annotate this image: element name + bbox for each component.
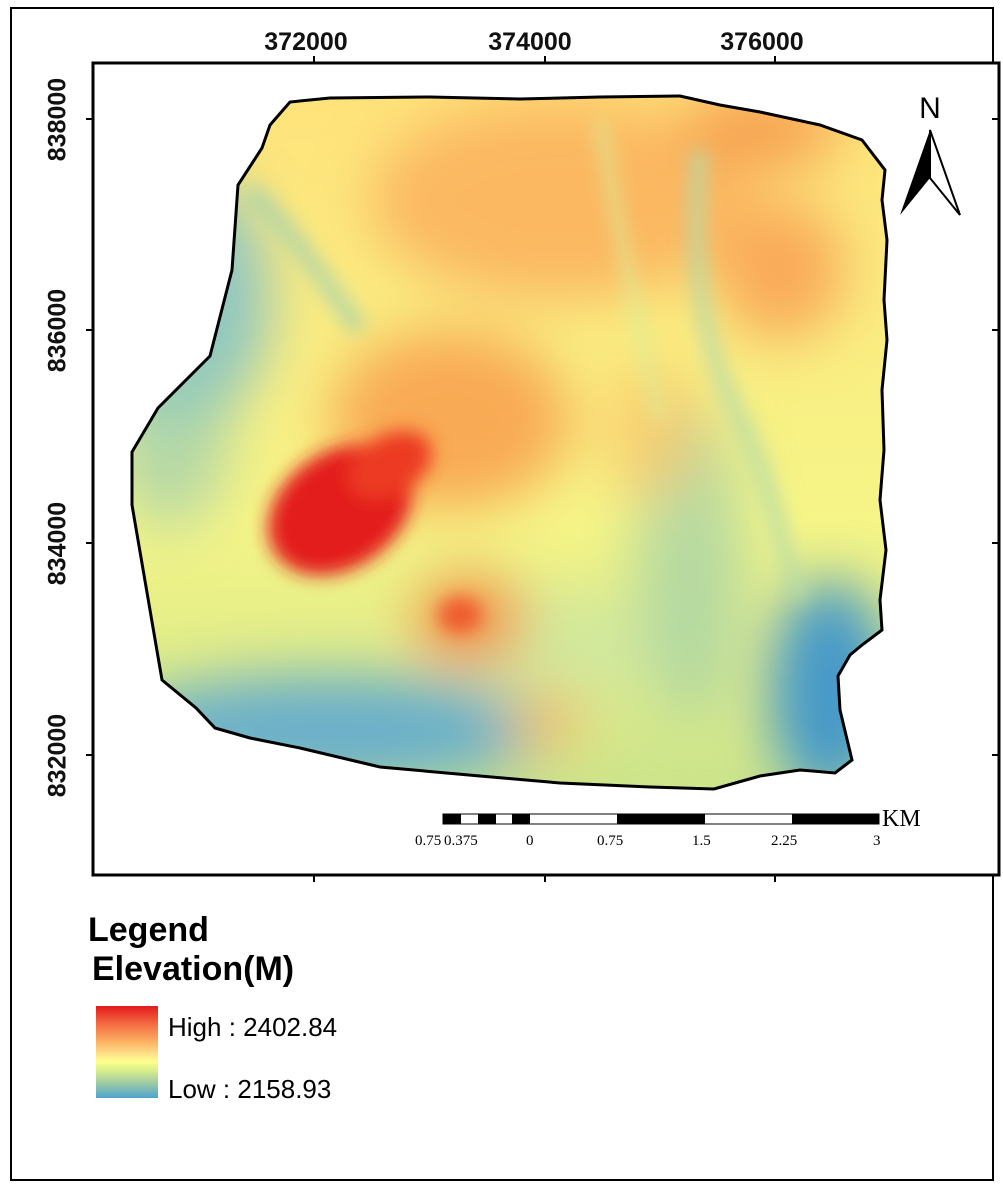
scale-label: 0.75 xyxy=(597,833,623,849)
legend-title: Legend xyxy=(88,911,209,949)
scale-label: 0.75 xyxy=(415,833,441,849)
legend-low-label: Low : 2158.93 xyxy=(168,1074,332,1104)
y-tick-label: 838000 xyxy=(43,77,72,162)
y-tick-label: 832000 xyxy=(43,713,72,798)
scale-label: 0.375 xyxy=(444,833,478,849)
terrain-surface xyxy=(132,96,887,789)
scale-bar xyxy=(442,813,880,825)
x-tick-label: 372000 xyxy=(264,28,348,56)
y-tick-label: 834000 xyxy=(43,501,72,586)
legend-high-label: High : 2402.84 xyxy=(168,1012,338,1042)
legend-subtitle: Elevation(M) xyxy=(92,950,295,988)
north-arrow-icon xyxy=(900,129,961,216)
y-tick-label: 836000 xyxy=(43,288,72,373)
scale-label: 1.5 xyxy=(692,833,711,849)
scale-label: 0 xyxy=(526,833,534,849)
scale-label: 3 xyxy=(873,833,881,849)
scale-label: 2.25 xyxy=(771,833,797,849)
scale-unit: KM xyxy=(882,806,921,832)
legend-color-ramp xyxy=(96,1006,158,1098)
x-tick-label: 376000 xyxy=(720,28,804,56)
north-label: N xyxy=(919,92,941,125)
map-ticks xyxy=(86,56,999,882)
scale-labels: 0.75 0.375 0 0.75 1.5 2.25 3 xyxy=(415,833,881,849)
x-tick-label: 374000 xyxy=(488,28,572,56)
